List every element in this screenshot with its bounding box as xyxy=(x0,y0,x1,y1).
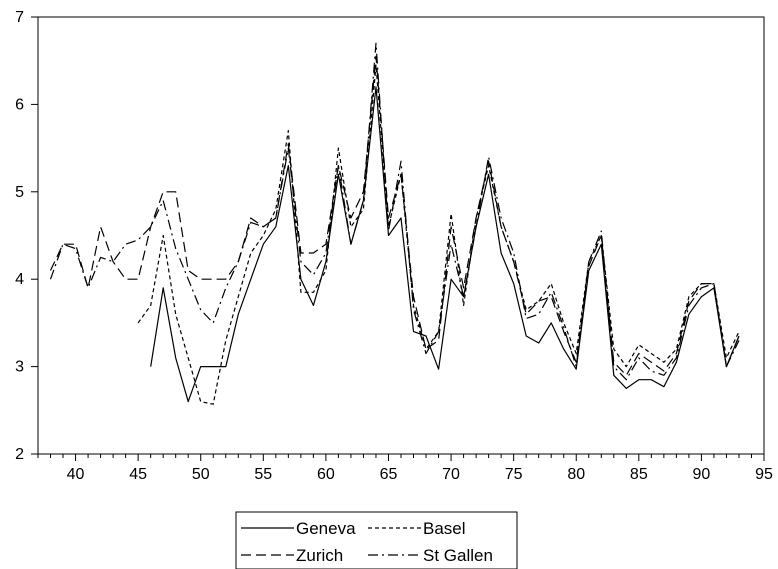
x-tick-label: 55 xyxy=(254,466,272,483)
x-tick-label: 70 xyxy=(442,466,460,483)
x-tick-label: 80 xyxy=(567,466,585,483)
x-tick-label: 65 xyxy=(380,466,398,483)
x-tick-label: 45 xyxy=(129,466,147,483)
series-lines xyxy=(49,42,740,405)
x-tick-label: 95 xyxy=(755,466,773,483)
legend-label: Basel xyxy=(423,519,466,538)
series-line-st-gallen xyxy=(49,42,740,381)
y-tick-label: 5 xyxy=(15,184,24,201)
x-tick-label: 90 xyxy=(693,466,711,483)
legend-label: St Gallen xyxy=(423,546,493,565)
series-line-geneva xyxy=(150,86,740,403)
legend-label: Zurich xyxy=(296,546,343,565)
x-tick-label: 40 xyxy=(67,466,85,483)
x-tick-label: 60 xyxy=(317,466,335,483)
y-tick-label: 6 xyxy=(15,96,24,113)
plot-frame xyxy=(37,16,765,455)
y-tick-label: 7 xyxy=(15,9,24,26)
y-tick-label: 2 xyxy=(15,446,24,463)
legend-box xyxy=(235,511,518,569)
y-tick-label: 3 xyxy=(15,359,24,376)
x-tick-label: 75 xyxy=(505,466,523,483)
x-tick-label: 85 xyxy=(630,466,648,483)
series-line-zurich xyxy=(49,55,740,376)
legend-label: Geneva xyxy=(296,519,356,538)
y-tick-label: 4 xyxy=(15,271,24,288)
legend: Geneva Basel Zurich St Gallen xyxy=(235,511,518,569)
series-line-basel xyxy=(137,64,740,405)
x-tick-label: 50 xyxy=(192,466,210,483)
